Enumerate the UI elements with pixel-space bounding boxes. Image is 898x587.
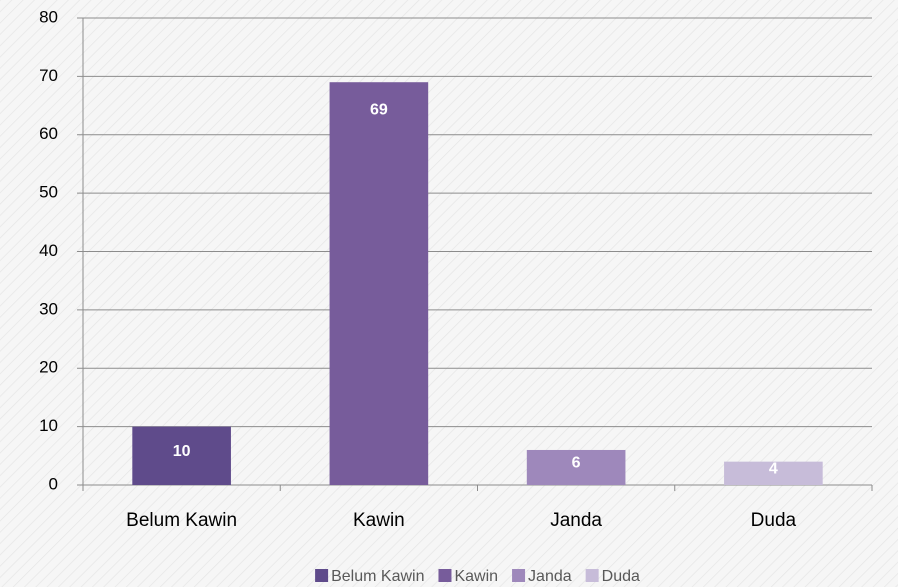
legend-swatch bbox=[315, 569, 329, 582]
legend-label: Janda bbox=[528, 568, 572, 585]
legend-label: Duda bbox=[602, 568, 640, 585]
bar bbox=[329, 82, 429, 486]
data-label: 6 bbox=[572, 455, 581, 472]
legend-swatch bbox=[438, 569, 452, 582]
x-tick-label: Belum Kawin bbox=[126, 510, 237, 531]
y-tick-label: 60 bbox=[39, 124, 58, 143]
data-label: 4 bbox=[769, 461, 778, 478]
x-tick-label: Janda bbox=[550, 510, 602, 531]
y-tick-label: 0 bbox=[49, 474, 58, 493]
y-tick-label: 50 bbox=[39, 183, 58, 202]
y-tick-label: 40 bbox=[39, 241, 58, 260]
bar bbox=[724, 461, 823, 485]
y-tick-label: 10 bbox=[39, 416, 58, 435]
legend-swatch bbox=[512, 569, 526, 582]
legend-label: Kawin bbox=[454, 568, 498, 585]
legend-swatch bbox=[585, 569, 599, 582]
legend-label: Belum Kawin bbox=[331, 568, 424, 585]
bar bbox=[132, 426, 231, 485]
y-tick-label: 20 bbox=[39, 358, 58, 377]
x-tick-label: Kawin bbox=[353, 510, 405, 531]
y-tick-label: 70 bbox=[39, 66, 58, 85]
data-label: 69 bbox=[370, 101, 388, 118]
data-label: 10 bbox=[173, 443, 191, 460]
y-tick-label: 30 bbox=[39, 299, 58, 318]
x-tick-label: Duda bbox=[751, 510, 797, 531]
y-tick-label: 80 bbox=[39, 7, 58, 26]
bar bbox=[526, 449, 626, 485]
